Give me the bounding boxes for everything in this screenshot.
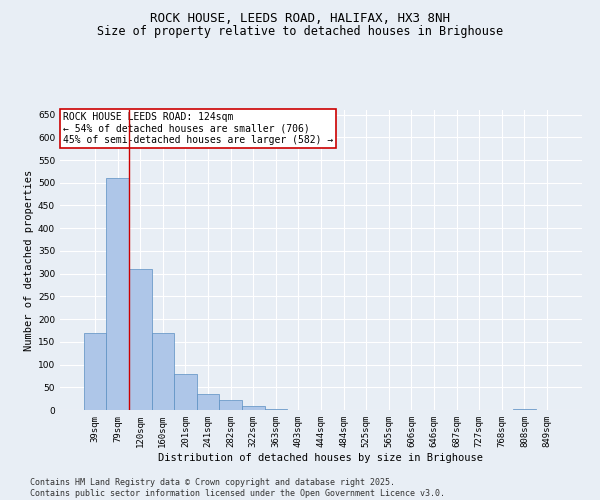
X-axis label: Distribution of detached houses by size in Brighouse: Distribution of detached houses by size …: [158, 452, 484, 462]
Bar: [197, 394, 220, 410]
Bar: [513, 408, 536, 410]
Text: Size of property relative to detached houses in Brighouse: Size of property relative to detached ho…: [97, 25, 503, 38]
Bar: [242, 406, 265, 410]
Bar: [220, 400, 242, 410]
Text: Contains HM Land Registry data © Crown copyright and database right 2025.
Contai: Contains HM Land Registry data © Crown c…: [30, 478, 445, 498]
Bar: [152, 332, 174, 410]
Bar: [84, 332, 106, 410]
Y-axis label: Number of detached properties: Number of detached properties: [24, 170, 34, 350]
Bar: [129, 269, 152, 410]
Text: ROCK HOUSE, LEEDS ROAD, HALIFAX, HX3 8NH: ROCK HOUSE, LEEDS ROAD, HALIFAX, HX3 8NH: [150, 12, 450, 26]
Bar: [174, 374, 197, 410]
Bar: [106, 178, 129, 410]
Bar: [265, 409, 287, 410]
Text: ROCK HOUSE LEEDS ROAD: 124sqm
← 54% of detached houses are smaller (706)
45% of : ROCK HOUSE LEEDS ROAD: 124sqm ← 54% of d…: [62, 112, 333, 144]
